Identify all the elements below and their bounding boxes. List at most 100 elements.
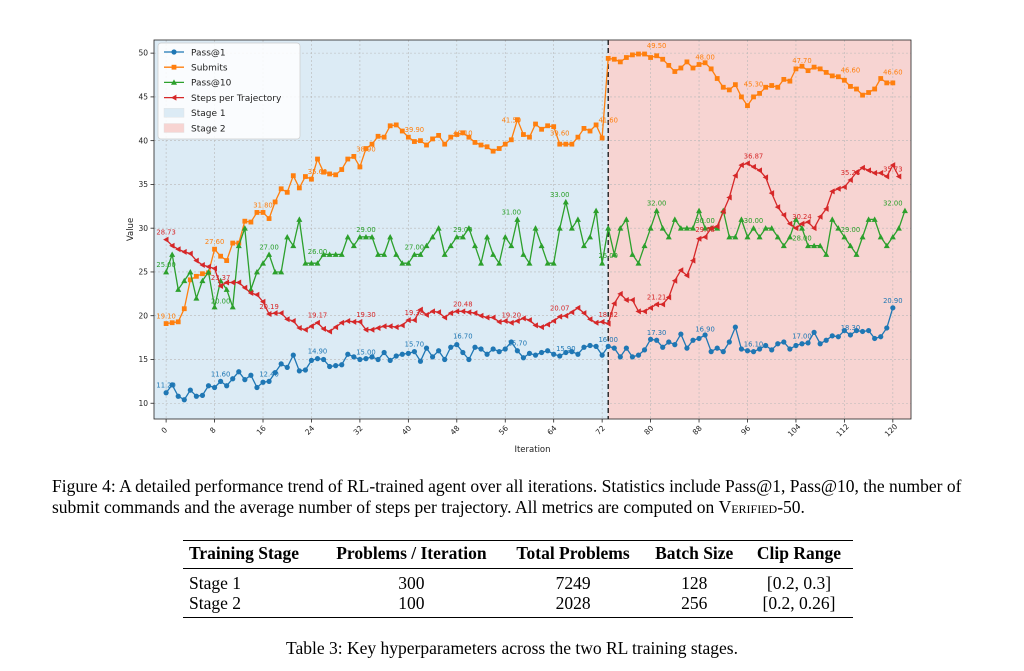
data-point <box>581 344 587 350</box>
data-point <box>527 134 532 140</box>
legend-marker <box>171 64 177 70</box>
data-label: 30.00 <box>744 217 763 225</box>
x-tick-label: 8 <box>208 425 218 435</box>
data-point <box>393 251 400 257</box>
data-point <box>320 251 327 257</box>
data-point <box>714 76 720 81</box>
x-tick-label: 0 <box>159 425 169 435</box>
data-point <box>514 216 521 222</box>
table-header-row: Training Stage Problems / Iteration Tota… <box>183 540 853 569</box>
data-point <box>866 327 872 334</box>
data-point <box>841 327 847 334</box>
data-point <box>350 318 357 325</box>
data-point <box>496 260 503 266</box>
data-point <box>369 233 376 240</box>
data-point <box>235 279 242 286</box>
data-point <box>399 128 405 134</box>
data-label: 21.21 <box>647 293 666 301</box>
table-header-cell: Training Stage <box>183 540 321 569</box>
data-point <box>369 354 375 360</box>
data-point <box>308 357 315 363</box>
data-point <box>169 382 175 388</box>
data-point <box>327 171 333 177</box>
data-label: 48.00 <box>695 54 714 62</box>
data-label: 16.90 <box>695 326 714 334</box>
data-point <box>357 164 363 170</box>
data-point <box>629 354 636 360</box>
data-point <box>684 345 690 351</box>
data-point <box>677 267 684 274</box>
data-point <box>557 353 563 359</box>
data-point <box>169 320 175 326</box>
data-point <box>569 349 575 355</box>
data-point <box>605 225 612 231</box>
data-point <box>418 138 423 144</box>
data-point <box>454 342 460 348</box>
data-point <box>835 185 841 192</box>
data-point <box>441 314 448 321</box>
data-point <box>278 361 284 367</box>
data-point <box>811 64 817 70</box>
data-point <box>424 142 429 148</box>
data-point <box>375 324 381 331</box>
data-point <box>169 242 175 249</box>
x-tick-label: 16 <box>255 424 268 437</box>
data-point <box>696 62 702 67</box>
data-point <box>563 349 569 356</box>
y-tick-label: 25 <box>138 268 148 277</box>
table-cell: 128 <box>681 573 708 593</box>
data-point <box>860 92 865 98</box>
data-point <box>623 55 629 60</box>
data-point <box>181 277 188 284</box>
data-label: 20.00 <box>211 298 230 306</box>
data-label: 11.60 <box>211 370 230 378</box>
data-point <box>653 207 660 214</box>
data-point <box>551 351 557 357</box>
data-point <box>224 383 230 389</box>
data-point <box>708 349 714 355</box>
y-tick-label: 50 <box>138 49 148 58</box>
data-point <box>635 308 641 315</box>
data-point <box>732 233 739 240</box>
data-point <box>508 137 514 143</box>
data-point <box>266 216 272 221</box>
data-point <box>314 319 320 326</box>
data-point <box>587 316 593 323</box>
data-point <box>629 251 636 257</box>
data-point <box>533 121 538 127</box>
data-point <box>574 304 581 311</box>
data-point <box>763 84 769 90</box>
data-label: 31.80 <box>253 201 272 209</box>
data-label: 47.70 <box>792 57 811 65</box>
data-point <box>520 251 527 257</box>
data-point <box>241 225 248 231</box>
data-point <box>538 324 544 331</box>
data-point <box>454 132 460 137</box>
data-point <box>193 295 200 301</box>
data-point <box>309 176 314 182</box>
data-point <box>193 257 199 264</box>
data-point <box>648 55 653 60</box>
data-label: 15.70 <box>405 341 424 349</box>
series-steps-per-trajectory <box>163 160 902 335</box>
data-point <box>363 356 369 362</box>
data-point <box>163 321 169 326</box>
data-point <box>593 319 599 326</box>
data-point <box>339 167 345 172</box>
data-point <box>781 339 787 345</box>
data-point <box>260 379 266 385</box>
data-label: 36.87 <box>744 152 763 160</box>
data-point <box>659 225 666 231</box>
y-tick-label: 30 <box>138 224 148 233</box>
data-point <box>823 69 829 75</box>
data-point <box>551 124 557 130</box>
data-point <box>484 144 490 150</box>
data-point <box>290 317 296 324</box>
data-point <box>320 356 327 363</box>
data-point <box>696 207 703 214</box>
data-label: 26.00 <box>308 248 327 256</box>
data-point <box>465 225 472 231</box>
data-point <box>641 347 648 353</box>
data-point <box>792 216 799 222</box>
data-point <box>781 76 787 82</box>
